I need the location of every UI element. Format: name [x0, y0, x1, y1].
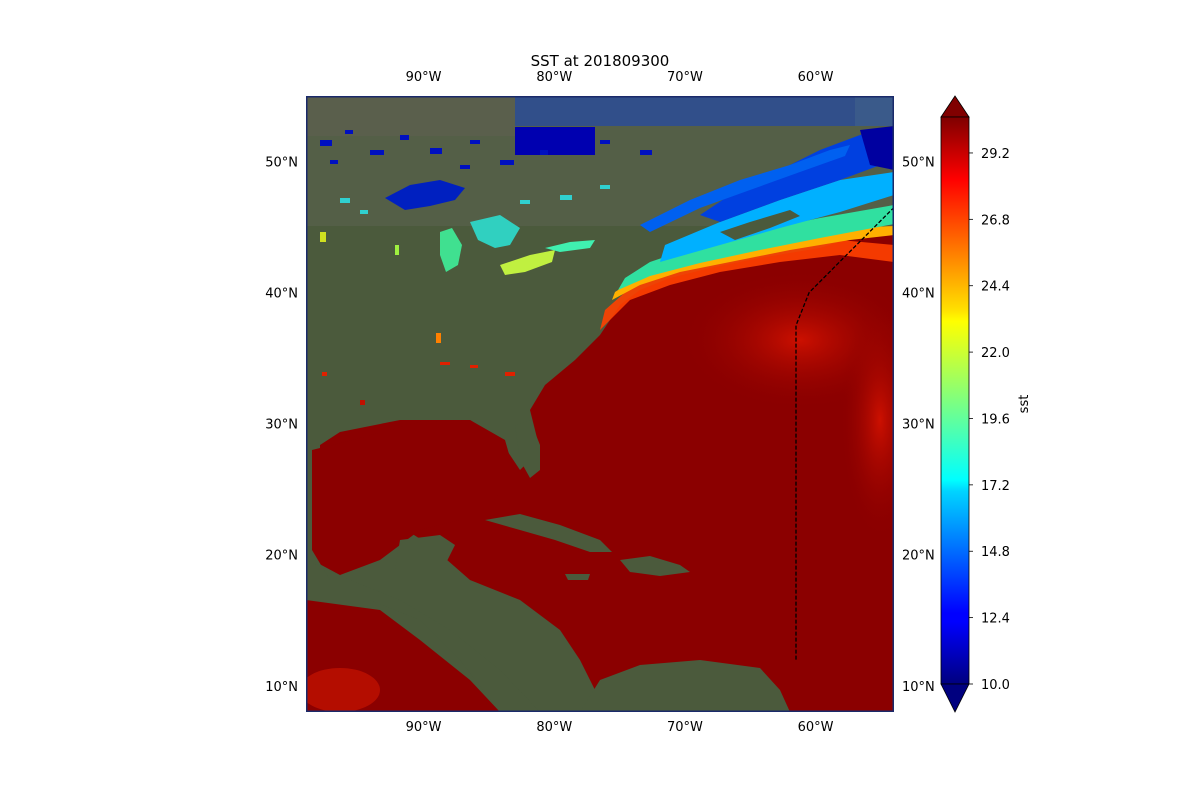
lat-tick-label-right: 10°N	[902, 680, 935, 695]
lat-tick-label-right: 30°N	[902, 418, 935, 433]
lon-tick-labels-bottom: 90°W 80°W 70°W 60°W	[406, 720, 834, 735]
st-lawrence	[640, 145, 850, 232]
lat-tick-label-right: 50°N	[902, 156, 935, 171]
lon-tick-label-top: 80°W	[536, 70, 572, 85]
lake-michigan	[440, 228, 462, 272]
hudson-bay-sst	[515, 127, 595, 155]
mid-lakes	[320, 185, 610, 255]
lon-tick-label-bottom: 90°W	[406, 720, 442, 735]
northern-lakes	[320, 130, 652, 169]
map-panel	[306, 96, 894, 712]
track-line	[795, 206, 894, 660]
florida	[515, 420, 540, 478]
north-land-band	[306, 96, 516, 136]
colorbar-label: sst	[1017, 395, 1032, 414]
gulf-of-mexico	[312, 420, 515, 575]
cuba	[485, 514, 612, 552]
figure-title: SST at 201809300	[530, 52, 670, 70]
lat-tick-label-right: 40°N	[902, 287, 935, 302]
lat-tick-label-left: 30°N	[265, 418, 298, 433]
colorbar-tick-label: 22.0	[981, 346, 1010, 361]
lake-erie	[500, 250, 555, 275]
yucatan	[395, 535, 455, 590]
lon-tick-label-top: 60°W	[798, 70, 834, 85]
lon-tick-labels-top: 90°W 80°W 70°W 60°W	[406, 70, 834, 85]
lon-tick-label-bottom: 80°W	[536, 720, 572, 735]
lon-tick-label-bottom: 60°W	[798, 720, 834, 735]
hispaniola	[620, 556, 690, 576]
colorbar-tick-label: 29.2	[981, 147, 1010, 162]
lon-tick-label-bottom: 70°W	[667, 720, 703, 735]
south-america	[580, 660, 790, 712]
lake-superior	[385, 180, 465, 210]
lon-tick-label-top: 70°W	[667, 70, 703, 85]
colorbar-tick-label: 17.2	[981, 479, 1010, 494]
shelf-band-green	[618, 205, 894, 290]
lat-tick-label-left: 40°N	[265, 287, 298, 302]
lat-tick-label-left: 50°N	[265, 156, 298, 171]
lat-tick-label-left: 20°N	[265, 549, 298, 564]
gulf-stream-warm	[680, 270, 894, 410]
colorbar-tick-label: 14.8	[981, 545, 1010, 560]
nova-scotia	[720, 210, 800, 240]
hudson-bay-top	[515, 96, 855, 126]
jamaica	[565, 574, 590, 580]
lat-tick-labels-left: 50°N 40°N 30°N 20°N 10°N	[265, 156, 298, 695]
lake-ontario	[545, 240, 595, 252]
colorbar-tick-label: 24.4	[981, 280, 1010, 295]
lat-tick-label-right: 20°N	[902, 549, 935, 564]
colorbar-body	[940, 116, 970, 685]
colorbar-tick-label: 10.0	[981, 678, 1010, 693]
central-america	[306, 540, 540, 712]
lake-huron	[470, 215, 520, 248]
lat-tick-label-left: 10°N	[265, 680, 298, 695]
eastern-warm-band	[840, 300, 894, 540]
north-atlantic-edge	[855, 96, 894, 126]
colorbar: 10.0 12.4 14.8 17.2 19.6 22.0 24.4 26.8 29.2 sst	[940, 95, 1032, 713]
colorbar-extend-min	[940, 683, 970, 713]
southern-reservoirs	[322, 333, 515, 405]
shelf-band-yellow	[612, 226, 894, 300]
lon-tick-label-top: 90°W	[406, 70, 442, 85]
map-frame	[306, 96, 894, 712]
colorbar-tick-label: 19.6	[981, 412, 1010, 427]
colorbar-tick-label: 12.4	[981, 612, 1010, 627]
colorbar-ticks: 10.0 12.4 14.8 17.2 19.6 22.0 24.4 26.8 29.2	[969, 147, 1010, 693]
labrador-cold	[860, 126, 894, 170]
pacific-warm-patch	[306, 668, 380, 712]
lat-tick-labels-right: 50°N 40°N 30°N 20°N 10°N	[902, 156, 935, 695]
colorbar-tick-label: 26.8	[981, 213, 1010, 228]
colorbar-extend-max	[940, 95, 970, 118]
